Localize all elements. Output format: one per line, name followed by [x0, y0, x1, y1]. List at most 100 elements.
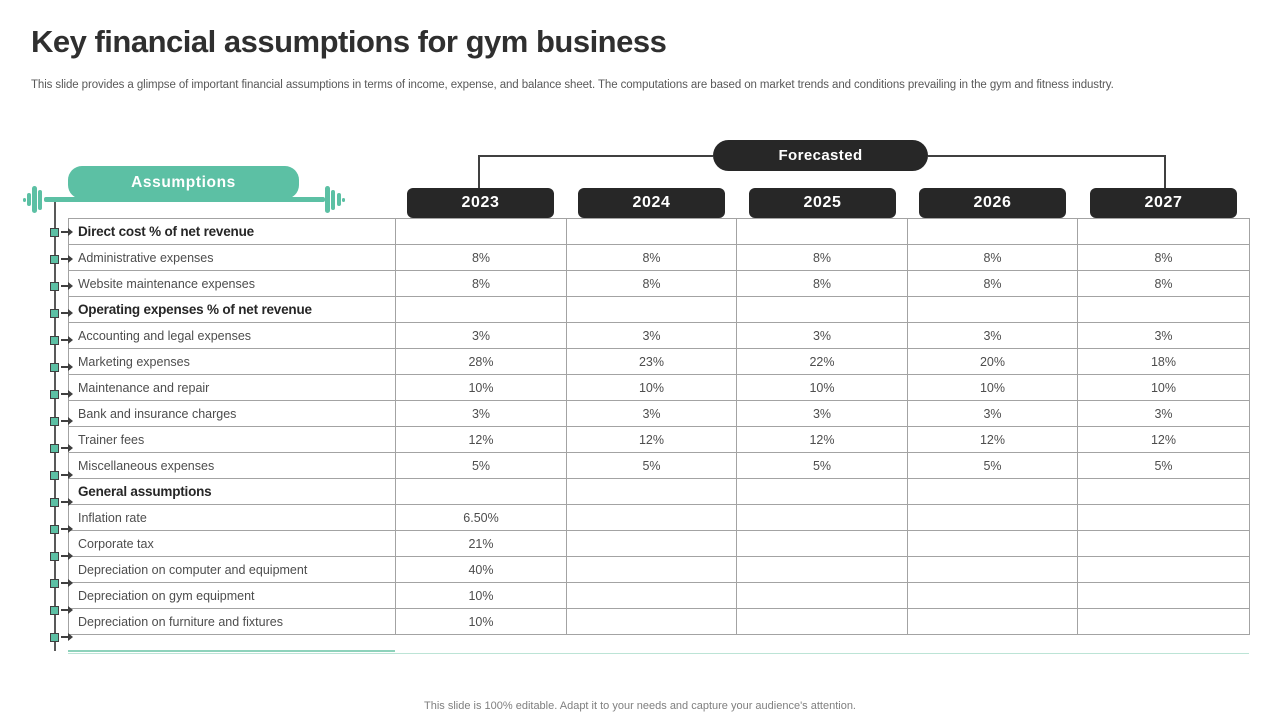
assumptions-badge: Assumptions	[68, 166, 299, 199]
row-value: 20%	[907, 348, 1078, 375]
row-value: 12%	[736, 426, 908, 453]
bullet-arrow-icon	[68, 633, 73, 641]
dumbbell-end-dot	[23, 198, 26, 202]
row-value: 28%	[395, 348, 567, 375]
bullet-arrow-icon	[68, 228, 73, 236]
row-value	[907, 608, 1078, 635]
assumptions-table-body: Direct cost % of net revenue Administrati…	[68, 218, 1250, 635]
bullet-arrow-icon	[68, 471, 73, 479]
bullet-arrow-stem	[61, 474, 68, 476]
row-value: 8%	[736, 244, 908, 271]
row-value: 5%	[395, 452, 567, 479]
row-label: Bank and insurance charges	[68, 400, 396, 427]
row-value	[395, 218, 567, 245]
row-label: Maintenance and repair	[68, 374, 396, 401]
bullet-square-icon	[50, 335, 59, 345]
row-label: Depreciation on furniture and fixtures	[68, 608, 396, 635]
row-value	[1077, 296, 1250, 323]
row-value: 3%	[566, 400, 737, 427]
bullet-arrow-icon	[68, 606, 73, 614]
bullet-arrow-stem	[61, 258, 68, 260]
row-value	[907, 556, 1078, 583]
row-value: 10%	[566, 374, 737, 401]
table-row: Depreciation on gym equipment 10%	[68, 582, 1250, 609]
bullet-arrow-icon	[68, 336, 73, 344]
barbell-bar	[44, 197, 325, 202]
row-value	[736, 530, 908, 557]
year-header: 2023	[407, 188, 554, 218]
bullet-arrow-stem	[61, 528, 68, 530]
bullet-arrow-icon	[68, 552, 73, 560]
table-row: Accounting and legal expenses 3% 3% 3% 3% 3%	[68, 322, 1250, 349]
dumbbell-plate-small	[337, 193, 341, 206]
row-label: Direct cost % of net revenue	[68, 218, 396, 245]
row-label: Operating expenses % of net revenue	[68, 296, 396, 323]
bullet-arrow-stem	[61, 609, 68, 611]
row-value	[1077, 582, 1250, 609]
table-row: Depreciation on furniture and fixtures 10…	[68, 608, 1250, 635]
row-label: Depreciation on computer and equipment	[68, 556, 396, 583]
row-label: Marketing expenses	[68, 348, 396, 375]
row-label: Website maintenance expenses	[68, 270, 396, 297]
bullet-arrow-icon	[68, 498, 73, 506]
table-row: Maintenance and repair 10% 10% 10% 10% 10%	[68, 374, 1250, 401]
year-header: 2026	[919, 188, 1066, 218]
dumbbell-plate-medium	[331, 190, 335, 210]
row-value: 5%	[566, 452, 737, 479]
bullet-square-icon	[50, 524, 59, 534]
row-value	[566, 296, 737, 323]
row-label: Inflation rate	[68, 504, 396, 531]
row-label: Depreciation on gym equipment	[68, 582, 396, 609]
table-row: Marketing expenses 28% 23% 22% 20% 18%	[68, 348, 1250, 375]
bullet-arrow-stem	[61, 420, 68, 422]
bullet-square-icon	[50, 389, 59, 399]
bullet-square-icon	[50, 470, 59, 480]
row-value: 3%	[736, 400, 908, 427]
table-row: Trainer fees 12% 12% 12% 12% 12%	[68, 426, 1250, 453]
row-value: 8%	[566, 244, 737, 271]
bullet-arrow-stem	[61, 312, 68, 314]
row-value	[566, 556, 737, 583]
bullet-square-icon	[50, 632, 59, 642]
bullet-square-icon	[50, 254, 59, 264]
bullet-square-icon	[50, 497, 59, 507]
row-value: 5%	[1077, 452, 1250, 479]
row-value	[1077, 608, 1250, 635]
row-value: 8%	[566, 270, 737, 297]
row-value	[736, 608, 908, 635]
bullet-arrow-stem	[61, 582, 68, 584]
row-value: 3%	[736, 322, 908, 349]
dumbbell-plate-large	[325, 186, 330, 213]
row-value: 3%	[1077, 400, 1250, 427]
row-value	[907, 530, 1078, 557]
row-value: 6.50%	[395, 504, 567, 531]
row-label: Trainer fees	[68, 426, 396, 453]
row-value	[736, 504, 908, 531]
row-value: 3%	[395, 322, 567, 349]
table-row: Direct cost % of net revenue	[68, 218, 1250, 245]
table-row: Miscellaneous expenses 5% 5% 5% 5% 5%	[68, 452, 1250, 479]
connector-line-left-vertical	[478, 155, 480, 188]
table-accent-underline-faint	[68, 653, 1249, 654]
row-value: 3%	[566, 322, 737, 349]
row-label: Corporate tax	[68, 530, 396, 557]
forecasted-badge: Forecasted	[713, 140, 928, 171]
row-value: 8%	[395, 270, 567, 297]
row-value: 5%	[736, 452, 908, 479]
row-value	[1077, 478, 1250, 505]
row-label: Accounting and legal expenses	[68, 322, 396, 349]
year-header: 2027	[1090, 188, 1237, 218]
row-value	[736, 556, 908, 583]
bullet-square-icon	[50, 605, 59, 615]
row-value: 12%	[907, 426, 1078, 453]
table-row: Depreciation on computer and equipment 40…	[68, 556, 1250, 583]
row-value: 8%	[395, 244, 567, 271]
bullet-arrow-stem	[61, 447, 68, 449]
row-value	[907, 582, 1078, 609]
forecasted-label: Forecasted	[778, 147, 863, 164]
row-value	[395, 296, 567, 323]
connector-line-right-vertical	[1164, 155, 1166, 188]
bullet-square-icon	[50, 578, 59, 588]
bullet-square-icon	[50, 443, 59, 453]
row-value	[1077, 504, 1250, 531]
